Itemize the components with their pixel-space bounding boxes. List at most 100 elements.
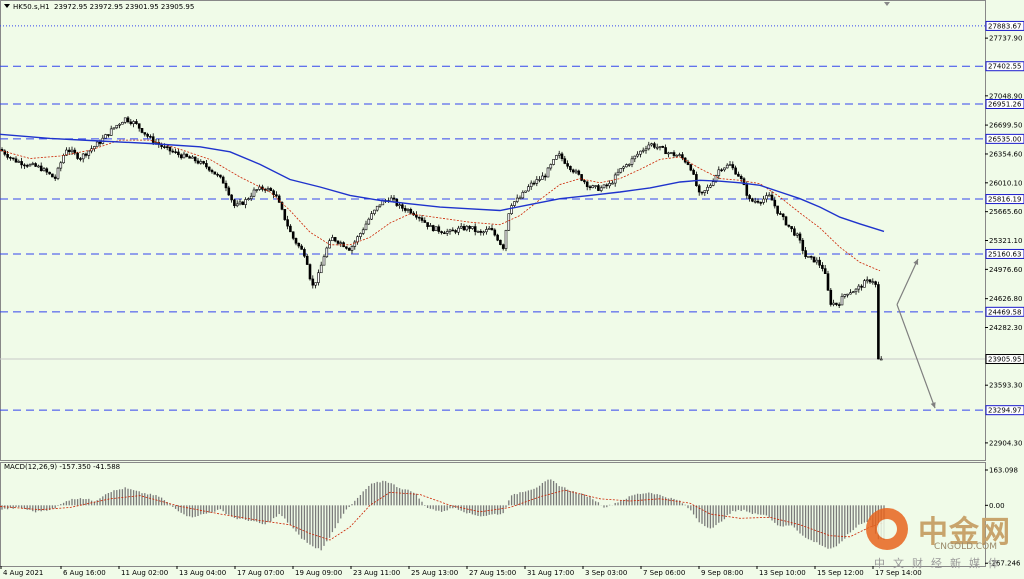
candle-body (135, 121, 138, 124)
level-price-label: 26951.26 (988, 101, 1022, 109)
ma-short-line (0, 139, 881, 272)
candle-body (370, 213, 373, 220)
candle-body (79, 158, 82, 160)
candle-body (95, 141, 99, 147)
candle-body (877, 284, 880, 360)
candle-body (784, 216, 788, 226)
candle-body (457, 227, 460, 233)
x-tick-label: 11 Aug 02:00 (121, 569, 168, 577)
candle-body (252, 189, 256, 197)
macd-pane-frame (0, 462, 986, 567)
candle-body (574, 170, 578, 173)
candle-body (333, 237, 337, 242)
candle-body (546, 167, 550, 178)
y-tick-label: 24626.80 (989, 295, 1022, 303)
watermark-en: CNGOLD.COM (934, 542, 998, 552)
candle-body (706, 186, 709, 191)
candle-body (269, 188, 273, 191)
candle-body (193, 156, 197, 162)
y-tick-label: 27737.90 (989, 35, 1022, 43)
candle-body (314, 282, 317, 286)
candle-body (168, 146, 172, 152)
candle-body (165, 146, 169, 148)
level-price-box (985, 20, 1024, 31)
candle-body (619, 168, 623, 173)
candle-body (65, 149, 68, 156)
candle-body (854, 288, 858, 293)
candle-body (322, 256, 326, 266)
candle-body (67, 149, 71, 153)
candle-body (115, 124, 119, 129)
candle-body (874, 281, 877, 285)
candle-body (202, 161, 205, 164)
y-tick-label: 24976.60 (989, 266, 1022, 274)
candle-body (762, 198, 765, 203)
candle-body (667, 152, 670, 155)
candle-body (577, 170, 581, 175)
watermark-cn: 中金网 (918, 515, 1011, 550)
candle-body (11, 157, 15, 160)
dropdown-icon[interactable] (4, 4, 10, 8)
candle-body (247, 198, 250, 200)
candle-body (560, 153, 564, 159)
candle-body (490, 228, 494, 231)
candle-body (826, 273, 830, 291)
candle-body (199, 161, 203, 164)
candle-body (700, 191, 704, 194)
candle-body (227, 187, 231, 196)
candle-body (644, 148, 648, 151)
candle-body (821, 264, 824, 269)
candle-body (781, 213, 785, 218)
candle-body (563, 158, 567, 164)
candle-body (42, 168, 46, 172)
watermark-logo-icon (866, 508, 908, 550)
candle-body (289, 225, 292, 233)
candle-body (345, 246, 348, 249)
candle-body (608, 183, 611, 187)
ohlc-label: 23972.95 23972.95 23901.95 23905.95 (54, 3, 195, 11)
candle-body (843, 294, 847, 297)
level-price-label: 27402.55 (988, 63, 1021, 71)
level-price-label: 27883.67 (988, 22, 1021, 30)
candle-body (45, 168, 49, 173)
candle-body (235, 203, 239, 207)
candle-body (146, 133, 149, 137)
x-tick-label: 27 Aug 15:00 (469, 569, 516, 577)
shift-marker-icon[interactable] (884, 2, 890, 6)
candle-body (381, 200, 385, 206)
candle-body (639, 150, 642, 155)
candle-body (636, 153, 639, 157)
candle-body (174, 151, 177, 154)
candle-body (815, 259, 819, 263)
candle-body (748, 195, 751, 199)
candle-body (423, 220, 427, 223)
candle-body (770, 194, 774, 201)
candle-body (535, 179, 539, 184)
candle-body (448, 229, 452, 232)
candle-body (669, 152, 673, 154)
candle-body (804, 250, 807, 258)
candle-body (286, 219, 289, 227)
candle-body (401, 204, 404, 209)
candle-body (459, 226, 463, 229)
candle-body (17, 161, 21, 163)
candle-body (832, 302, 835, 305)
candle-body (588, 186, 592, 189)
candle-body (798, 233, 802, 241)
candle-body (350, 246, 354, 251)
candle-body (599, 187, 603, 191)
macd-y-tick-label: -267.246 (989, 560, 1021, 568)
candle-body (123, 117, 127, 123)
x-tick-label: 9 Sep 08:00 (701, 569, 743, 577)
candle-body (255, 189, 259, 191)
candle-body (359, 233, 362, 237)
candle-body (759, 202, 763, 204)
x-tick-label: 13 Sep 10:00 (759, 569, 806, 577)
candle-body (518, 197, 522, 200)
x-tick-label: 7 Sep 06:00 (643, 569, 685, 577)
candle-body (291, 231, 295, 239)
candle-body (434, 226, 438, 232)
candle-body (692, 169, 695, 175)
main-pane-frame (0, 0, 986, 461)
